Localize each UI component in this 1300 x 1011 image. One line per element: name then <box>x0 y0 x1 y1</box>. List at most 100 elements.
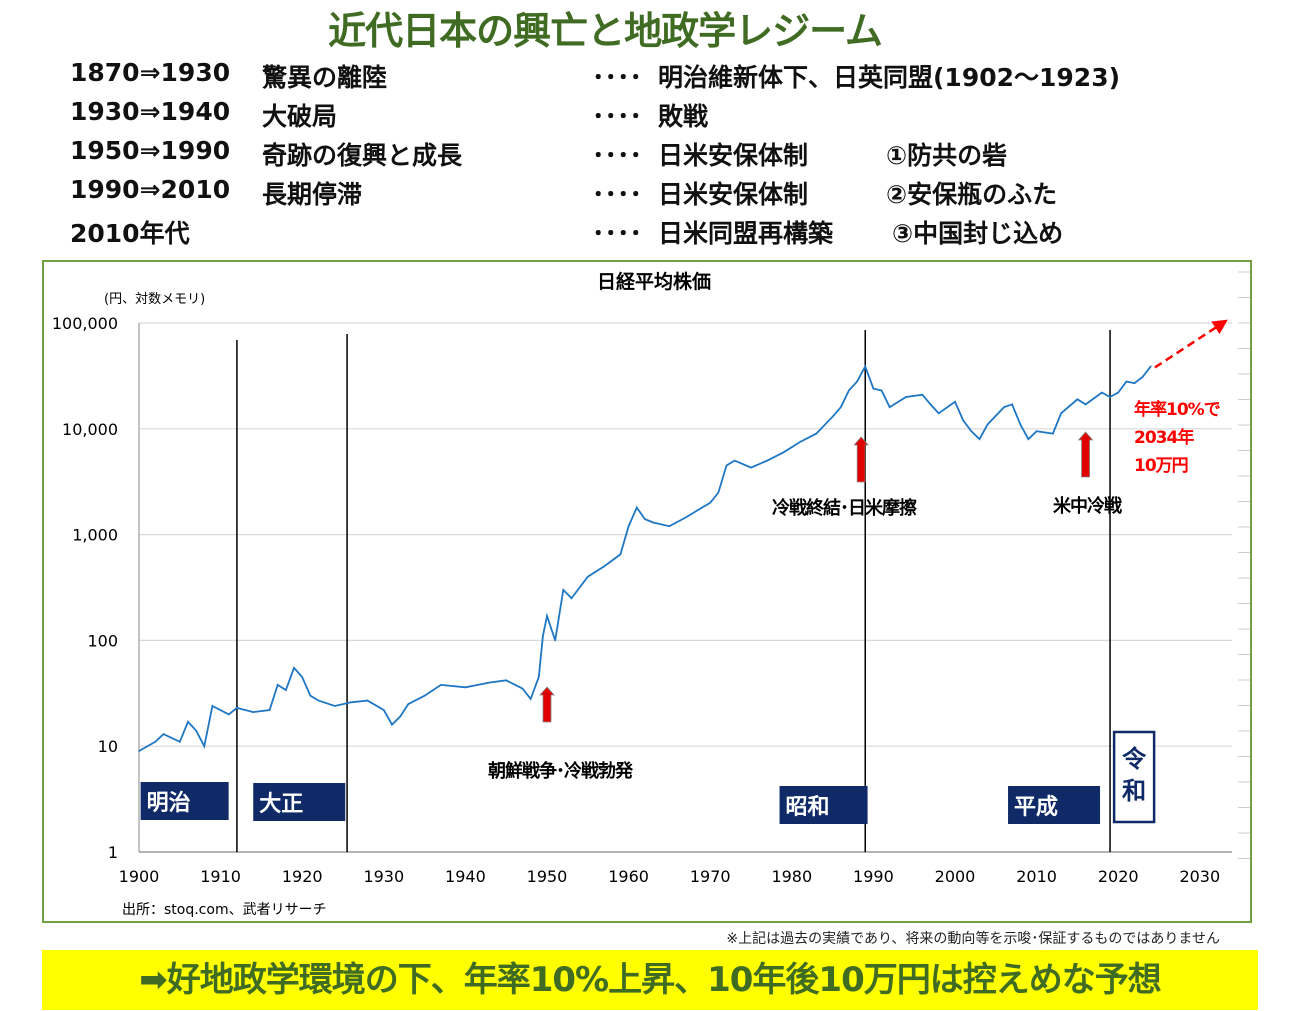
data-point <box>542 635 544 637</box>
data-point <box>334 705 336 707</box>
disclaimer: ※上記は過去の実績であり、将来の動向等を示唆･保証するものではありません <box>726 931 1220 947</box>
x-tick-label: 2010 <box>1016 867 1057 886</box>
data-point <box>815 432 818 435</box>
source-note: 出所：stoq.com、武者リサーチ <box>122 902 327 918</box>
data-point <box>529 698 532 700</box>
x-tick-label: 1960 <box>608 867 649 886</box>
x-tick-label: 2000 <box>935 867 976 886</box>
era-box <box>253 783 346 821</box>
data-point <box>399 715 401 718</box>
data-point <box>538 676 540 678</box>
timeline-phase: 大破局 <box>262 102 338 131</box>
timeline-regime: 敗戦 <box>658 102 709 131</box>
timeline-dots: ････ <box>592 219 643 248</box>
data-point <box>970 430 973 432</box>
data-point <box>1150 365 1152 368</box>
era-label-3: 昭和 <box>786 795 830 820</box>
data-point <box>782 451 785 454</box>
x-tick-label: 1990 <box>853 867 894 886</box>
timeline-regime: 日米安保体制 <box>658 180 809 209</box>
data-point <box>203 745 206 747</box>
data-point <box>1084 403 1087 406</box>
data-point <box>236 707 238 709</box>
event-label: 朝鮮戦争･冷戦勃発 <box>488 760 634 782</box>
data-point <box>268 709 271 711</box>
x-tick-label: 1930 <box>363 867 404 886</box>
data-point <box>1133 382 1136 384</box>
data-point <box>856 380 858 383</box>
y-tick-label: 1,000 <box>72 526 118 545</box>
nikkei-chart: 日経平均株価(円、対数メモリ)100,00010,0001,0001001011… <box>52 270 1250 918</box>
data-point <box>766 459 769 462</box>
data-point <box>464 686 467 689</box>
forecast-label: 2034年 <box>1134 427 1194 448</box>
data-point <box>652 521 654 524</box>
x-tick-label: 1900 <box>119 867 160 886</box>
data-point <box>1101 391 1103 394</box>
data-point <box>423 694 426 697</box>
data-point <box>505 679 508 682</box>
data-point <box>733 459 736 462</box>
timeline-period: 1990⇒2010 <box>70 175 231 204</box>
data-point <box>293 667 295 669</box>
timeline-period: 2010年代 <box>70 219 190 248</box>
data-point <box>195 729 197 732</box>
page-title: 近代日本の興亡と地政学レジーム <box>328 9 883 53</box>
era-label-reiwa-1: 令 <box>1122 745 1147 773</box>
chart-title: 日経平均株価 <box>597 270 711 293</box>
data-point <box>668 525 671 528</box>
era-box <box>1112 730 1156 824</box>
timeline-note: ②安保瓶のふた <box>886 180 1058 209</box>
era-label-1: 明治 <box>147 790 191 816</box>
era-box <box>1008 786 1101 824</box>
data-point <box>440 684 442 686</box>
y-axis-label: (円、対数メモリ) <box>104 292 205 307</box>
y-tick-label: 1 <box>108 843 118 862</box>
x-tick-label: 1940 <box>445 867 486 886</box>
era-box <box>779 786 868 824</box>
timeline-dots: ････ <box>592 180 643 209</box>
data-point <box>799 441 801 443</box>
data-point <box>489 681 491 684</box>
data-point <box>1060 412 1062 415</box>
data-point <box>1052 432 1054 435</box>
forecast-arrow <box>1154 319 1228 369</box>
data-point <box>309 694 312 697</box>
data-point <box>1027 438 1030 440</box>
data-point <box>162 733 165 735</box>
y-tick-label: 100,000 <box>52 314 118 333</box>
data-point <box>954 400 956 403</box>
y-tick-label: 10 <box>98 737 118 756</box>
x-tick-label: 1920 <box>282 867 323 886</box>
data-point <box>187 721 189 723</box>
data-point <box>644 518 646 520</box>
data-point <box>1117 391 1119 394</box>
data-point <box>554 639 556 642</box>
timeline-dots: ････ <box>592 141 643 170</box>
era-box <box>140 782 229 820</box>
timeline-regime: 明治維新体下、日英同盟(1902～1923) <box>658 63 1121 92</box>
data-point <box>986 423 989 426</box>
x-tick-label: 2020 <box>1098 867 1139 886</box>
data-point <box>725 464 728 467</box>
data-point <box>864 365 867 368</box>
data-point <box>1011 403 1013 406</box>
conclusion-banner: ➡好地政学環境の下、年率10%上昇、10年後10万円は控えめな予想 <box>42 950 1258 1010</box>
data-point <box>937 412 940 415</box>
data-point <box>521 687 524 690</box>
data-point <box>635 506 638 509</box>
data-point <box>1109 396 1111 398</box>
data-point <box>1035 430 1038 432</box>
data-point <box>831 415 834 418</box>
data-point <box>684 516 687 519</box>
data-point <box>872 387 875 390</box>
timeline-dots: ････ <box>592 63 643 92</box>
data-point <box>138 750 140 752</box>
era-label-reiwa-2: 和 <box>1122 777 1146 805</box>
data-point <box>562 589 565 591</box>
timeline-dots: ････ <box>592 102 643 131</box>
data-point <box>905 396 907 398</box>
chart-frame: 日経平均株価 (円、対数メモリ) 100,000 10,000 1,000 100 10 1 1… <box>42 260 1252 923</box>
timeline-phase: 驚異の離陸 <box>262 63 388 92</box>
timeline-regime: 日米安保体制 <box>658 141 809 170</box>
